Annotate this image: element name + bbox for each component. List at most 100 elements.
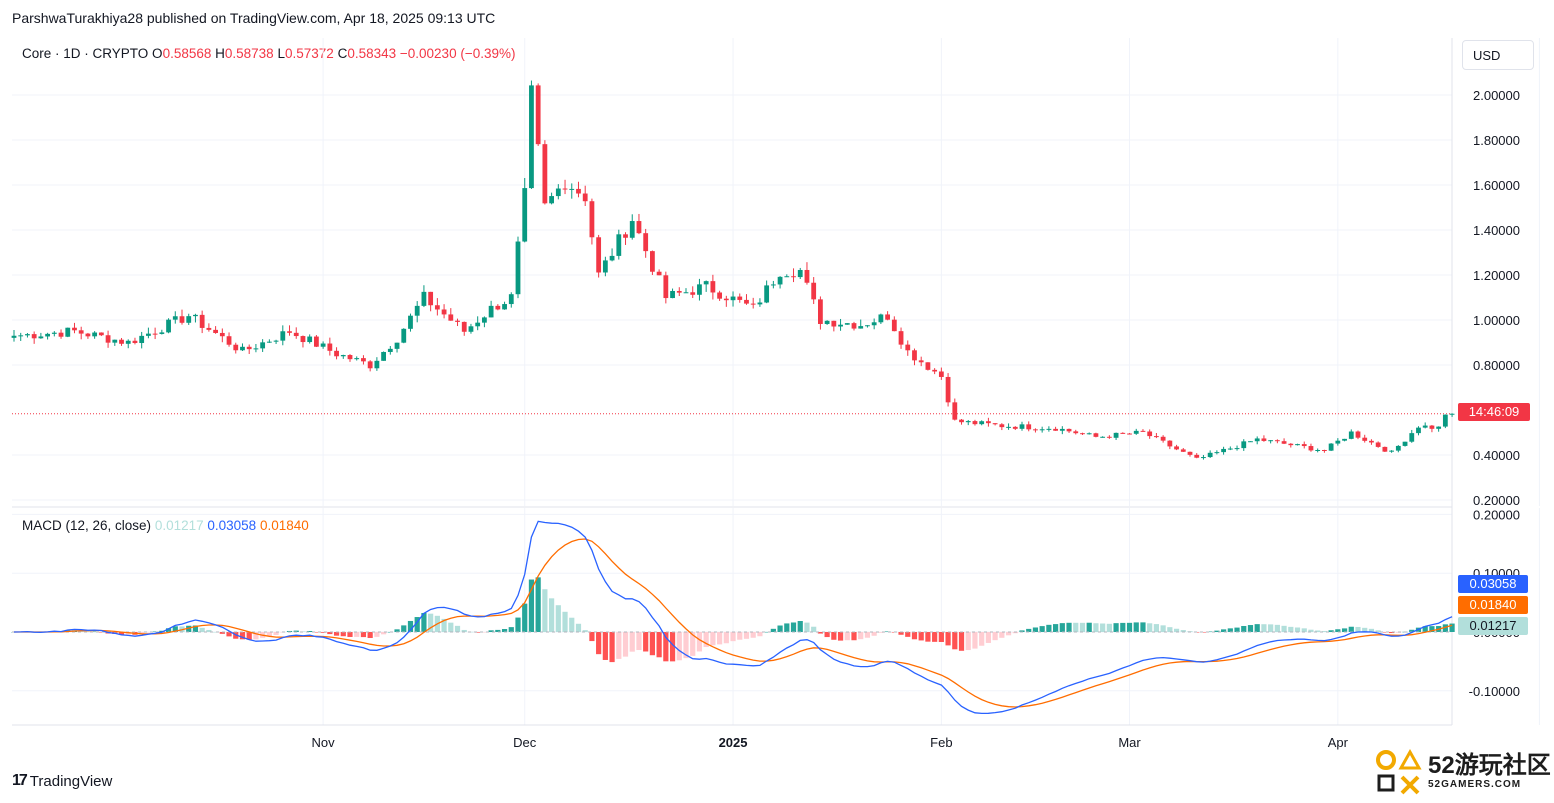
- macd-hist-bar: [1106, 623, 1112, 632]
- candles-layer: [11, 80, 1455, 460]
- time-tick-label: Apr: [1328, 735, 1349, 750]
- macd-hist-bar: [609, 632, 615, 663]
- candle-body: [78, 330, 84, 334]
- candle-body: [1422, 425, 1428, 428]
- macd-hist-bar: [985, 632, 991, 643]
- candle-body: [616, 234, 622, 256]
- macd-hist-bar: [407, 620, 414, 632]
- candle-body: [670, 290, 675, 299]
- macd-hist-bar: [186, 625, 192, 632]
- candle-body: [811, 282, 817, 300]
- macd-hist-bar: [811, 626, 817, 632]
- candle-body: [636, 221, 642, 234]
- macd-hist-bar: [925, 632, 931, 642]
- legend-high-label: H: [215, 46, 225, 61]
- macd-hist-bar: [488, 630, 494, 632]
- macd-hist-bar: [1429, 626, 1435, 632]
- macd-hist-bar: [1382, 632, 1388, 633]
- macd-hist-bar: [1281, 625, 1287, 632]
- candle-body: [986, 421, 991, 424]
- candle-body: [482, 317, 487, 323]
- candle-body: [1180, 449, 1186, 452]
- candle-body: [522, 188, 528, 242]
- candle-body: [1274, 440, 1280, 442]
- candle-body: [549, 196, 554, 204]
- candle-body: [992, 423, 998, 425]
- macd-hist-bar: [797, 621, 803, 632]
- candle-body: [421, 291, 427, 306]
- macd-hist-bar: [1160, 625, 1166, 632]
- candle-body: [448, 314, 454, 321]
- candle-body: [172, 316, 178, 320]
- macd-hist-bar: [1140, 622, 1146, 632]
- macd-hist-bar: [226, 632, 232, 637]
- candle-body: [186, 316, 192, 323]
- macd-hist-bar: [938, 632, 944, 642]
- macd-hist-bar: [1214, 630, 1220, 632]
- candle-body: [1362, 437, 1368, 441]
- macd-line: [13, 520, 1453, 715]
- candle-body: [952, 402, 958, 420]
- candle-body: [401, 328, 407, 343]
- candle-body: [529, 85, 534, 189]
- candle-body: [1436, 426, 1442, 429]
- legend-symbol[interactable]: Core · 1D · CRYPTO: [22, 46, 149, 61]
- candle-body: [1207, 452, 1213, 458]
- candle-body: [340, 355, 346, 357]
- candle-body: [468, 326, 474, 332]
- macd-hist-bar: [952, 632, 958, 650]
- time-tick-label: Feb: [930, 735, 952, 750]
- candle-body: [132, 340, 138, 344]
- macd-hist-bar: [1026, 628, 1032, 632]
- watermark-url: 52GAMERS.COM: [1428, 779, 1522, 790]
- candle-body: [159, 332, 165, 334]
- macd-value-tag: 0.03058: [1458, 575, 1528, 593]
- macd-hist-bar: [690, 632, 696, 656]
- candle-body: [878, 314, 884, 323]
- macd-hist-bar: [213, 631, 219, 633]
- candle-body: [582, 193, 588, 202]
- macd-tick-label: -0.10000: [1469, 684, 1520, 699]
- macd-hist-bar: [394, 629, 400, 632]
- candle-body: [1369, 440, 1374, 443]
- macd-lines-layer: [13, 520, 1453, 715]
- candle-body: [455, 320, 460, 322]
- price-tick-label: 0.40000: [1473, 448, 1520, 463]
- candle-body: [434, 305, 440, 310]
- candle-body: [972, 421, 978, 425]
- candle-body: [791, 276, 796, 278]
- macd-hist-bar: [159, 630, 165, 632]
- macd-hist-bar: [347, 632, 353, 637]
- candle-body: [1355, 431, 1361, 438]
- macd-hist-bar: [448, 622, 454, 632]
- candle-body: [226, 336, 232, 345]
- candle-body: [414, 305, 420, 316]
- candle-body: [1221, 448, 1226, 453]
- macd-hist-bar: [374, 632, 380, 637]
- candle-body: [1234, 448, 1240, 450]
- tradingview-logo[interactable]: 17 TradingView: [12, 772, 112, 790]
- candle-body: [65, 327, 71, 337]
- macd-hist-bar: [1422, 626, 1428, 632]
- candle-body: [1080, 433, 1085, 435]
- macd-signal-value: 0.01840: [259, 518, 309, 533]
- candle-body: [354, 358, 360, 360]
- candle-body: [710, 281, 716, 293]
- price-tick-label: 1.60000: [1473, 178, 1520, 193]
- candle-body: [744, 299, 749, 304]
- candle-body: [576, 188, 581, 194]
- macd-hist-bar: [192, 625, 199, 632]
- macd-hist-bar: [266, 632, 272, 637]
- macd-hist-bar: [1348, 626, 1354, 632]
- macd-hist-bar: [1321, 631, 1327, 632]
- time-tick-label: Dec: [513, 735, 537, 750]
- macd-title[interactable]: MACD (12, 26, close): [22, 518, 152, 533]
- macd-hist-bar: [145, 632, 151, 633]
- macd-hist-bar: [475, 632, 481, 633]
- candle-body: [623, 234, 628, 238]
- candle-body: [139, 335, 145, 344]
- candle-body: [1322, 450, 1327, 452]
- currency-button[interactable]: USD: [1462, 40, 1534, 70]
- macd-hist-bar: [1254, 624, 1260, 632]
